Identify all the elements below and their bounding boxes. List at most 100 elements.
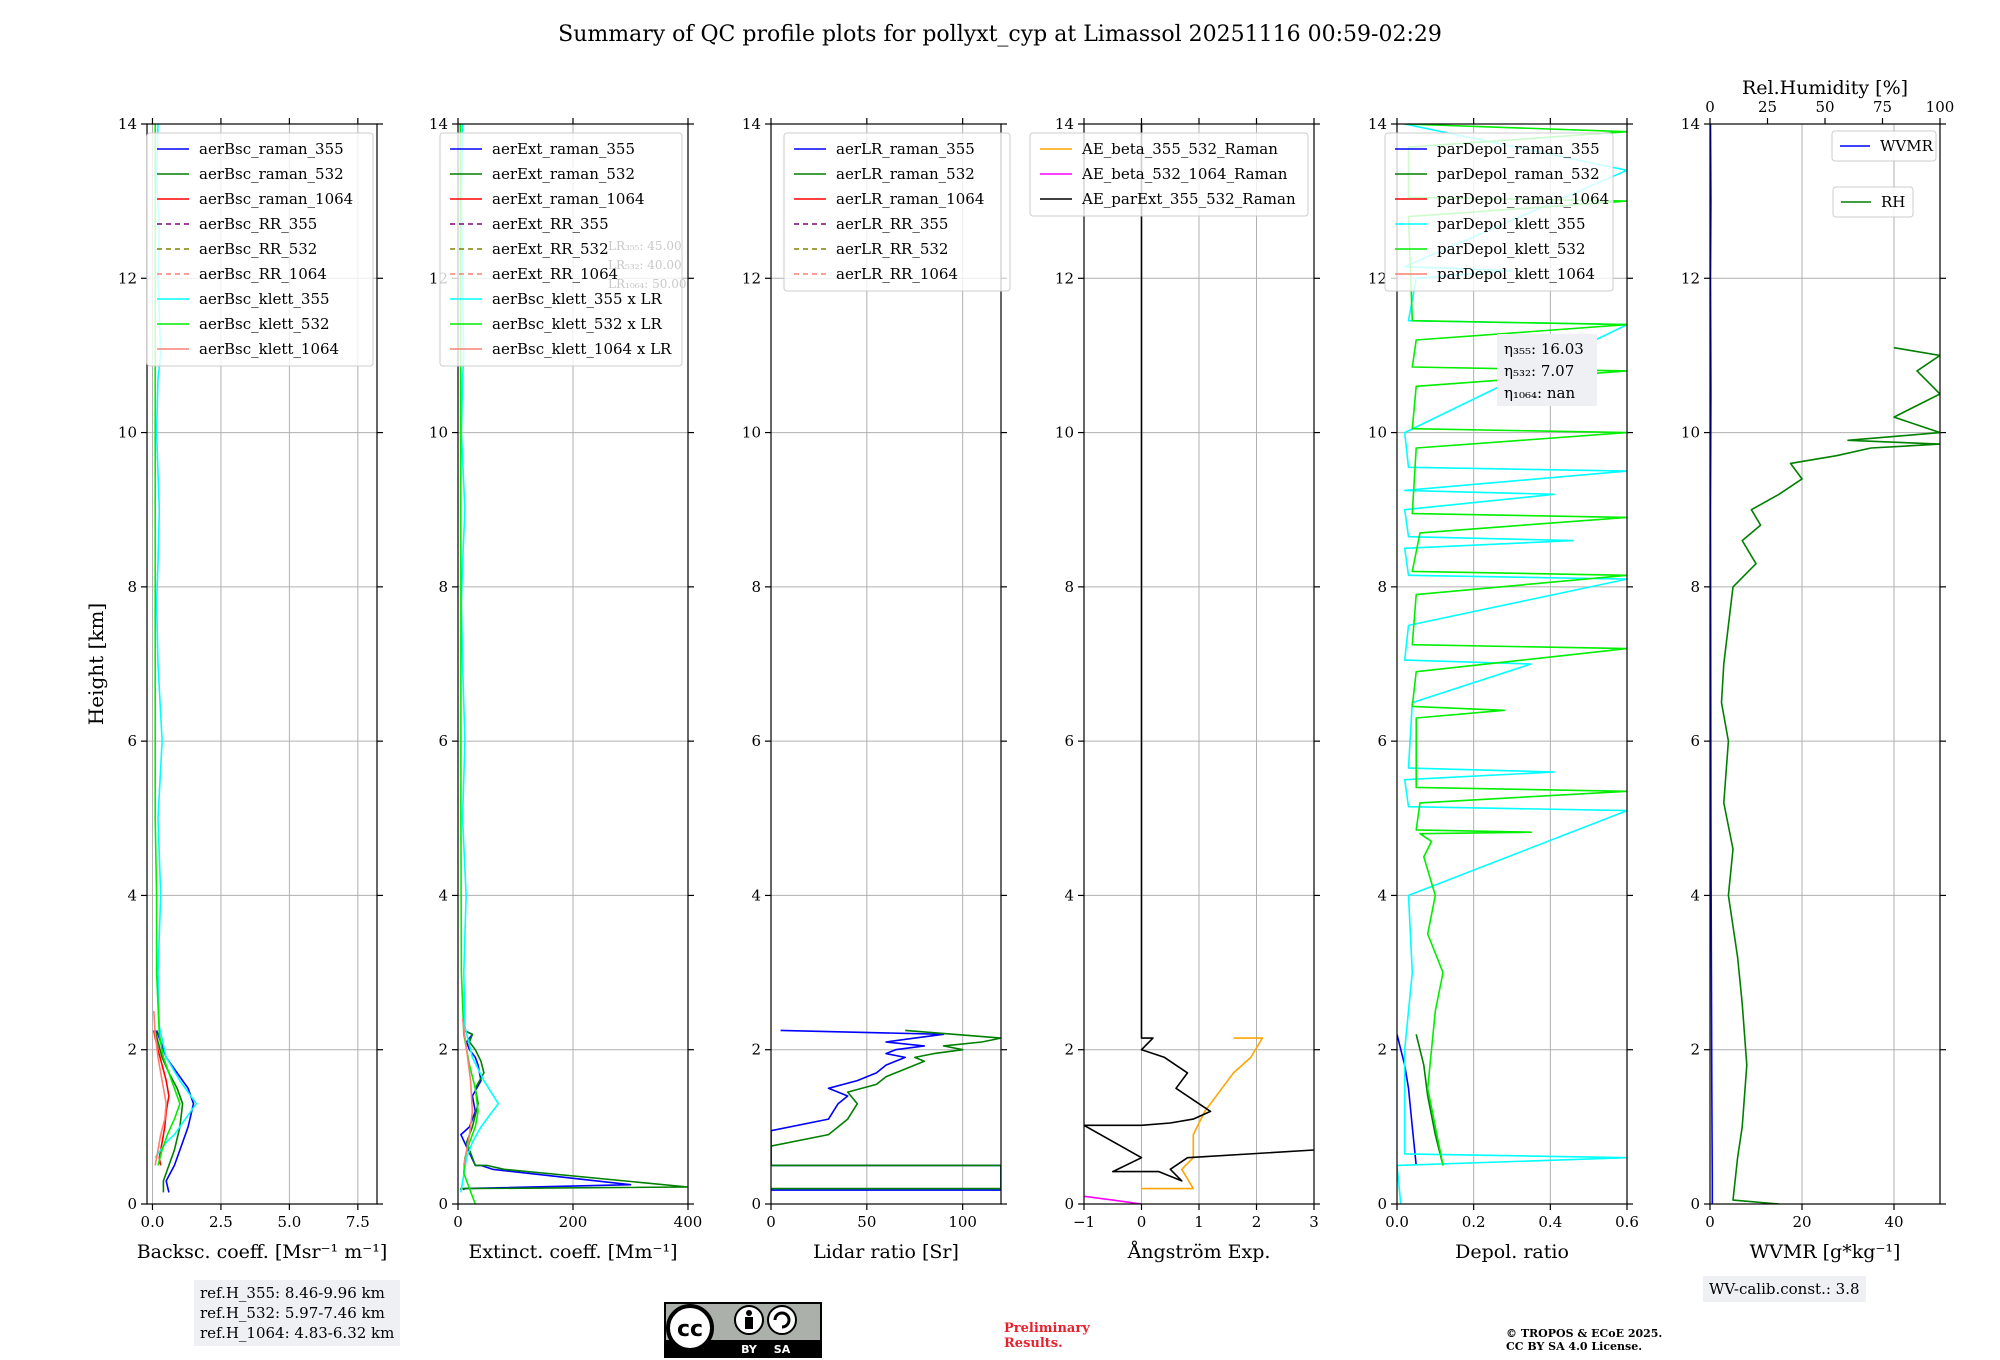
series-line-rh xyxy=(1720,346,1940,1204)
y-tick-label: 4 xyxy=(1064,886,1074,904)
series-line-ae-beta-532-1064-raman xyxy=(1084,1195,1142,1204)
x-axis-label: WVMR [g*kg⁻¹] xyxy=(1750,1241,1901,1263)
y-tick-label: 10 xyxy=(742,424,761,442)
series-line-aerbsc-klett-355-x-lr xyxy=(460,124,500,1193)
legend: aerLR_raman_355 aerLR_raman_532 aerLR_rama… xyxy=(783,132,1011,292)
series-line-aerbsc-raman-1064 xyxy=(153,1030,170,1166)
legend-label: aerLR_raman_1064 xyxy=(836,190,984,208)
top-x-tick-label: 25 xyxy=(1758,98,1777,116)
x-tick-label: 0 xyxy=(453,1213,463,1231)
top-x-tick-label: 50 xyxy=(1815,98,1834,116)
y-tick-label: 0 xyxy=(127,1195,137,1213)
legend-label: aerBsc_klett_532 xyxy=(199,315,330,333)
y-tick-label: 4 xyxy=(1690,886,1700,904)
y-tick-label: 14 xyxy=(118,115,137,133)
legend-rh: RH xyxy=(1832,186,1914,218)
legend-label: aerBsc_raman_355 xyxy=(199,140,344,158)
series-line-pardepol-raman-532 xyxy=(1415,1034,1444,1166)
cc-license-badge: cc BY SA xyxy=(664,1302,822,1358)
series-group xyxy=(1397,124,1627,1204)
eta-note-box: η₃₅₅: 16.03 η₅₃₂: 7.07 η₁₀₆₄: nan xyxy=(1497,334,1597,406)
legend-label: aerLR_RR_532 xyxy=(836,240,948,258)
y-tick-label: 6 xyxy=(127,732,137,750)
y-tick-label: 6 xyxy=(438,732,448,750)
preliminary-line-1: Preliminary xyxy=(1004,1321,1090,1336)
x-tick-label: 20 xyxy=(1792,1213,1811,1231)
legend-label: parDepol_raman_355 xyxy=(1437,140,1600,158)
y-tick-label: 8 xyxy=(438,578,448,596)
x-axis-label: Ångström Exp. xyxy=(1127,1241,1271,1263)
series-line-aerbsc-raman-532 xyxy=(154,1030,184,1193)
lidar-ratio-note: LR₃₅₅: 45.00 xyxy=(608,239,682,253)
x-tick-label: 0 xyxy=(1137,1213,1147,1231)
y-tick-label: 2 xyxy=(1377,1041,1387,1059)
x-tick-label: 0.6 xyxy=(1615,1213,1639,1231)
preliminary-note: Preliminary Results. xyxy=(1004,1321,1090,1351)
legend-label: RH xyxy=(1881,193,1905,211)
legend-label: AE_parExt_355_532_Raman xyxy=(1081,190,1296,208)
legend-label: AE_beta_532_1064_Raman xyxy=(1081,165,1288,183)
y-tick-label: 8 xyxy=(127,578,137,596)
y-tick-label: 0 xyxy=(1690,1195,1700,1213)
y-tick-label: 6 xyxy=(1064,732,1074,750)
x-tick-label: 40 xyxy=(1884,1213,1903,1231)
x-tick-label: 0 xyxy=(766,1213,776,1231)
y-tick-label: 6 xyxy=(1690,732,1700,750)
panel-lr: 0 2 4 6 8 10 12 14 0 50 100 Lidar ratio [Sr] aerLR_r… xyxy=(742,115,1011,1263)
axes-frame xyxy=(1396,123,1628,1205)
ref-height-355: ref.H_355: 8.46-9.96 km xyxy=(200,1284,385,1302)
figure-title: Summary of QC profile plots for pollyxt_… xyxy=(558,22,1442,47)
legend-label: aerLR_raman_532 xyxy=(836,165,975,183)
legend-label: aerBsc_klett_355 xyxy=(199,290,330,308)
x-tick-label: 50 xyxy=(857,1213,876,1231)
x-tick-label: 0.0 xyxy=(141,1213,165,1231)
legend-box xyxy=(783,132,1011,292)
x-tick-label: 5.0 xyxy=(277,1213,301,1231)
eta-note: η₃₅₅: 16.03 xyxy=(1504,340,1584,358)
legend: AE_beta_355_532_Raman AE_beta_532_1064_Ra… xyxy=(1029,132,1309,217)
y-tick-label: 2 xyxy=(1064,1041,1074,1059)
legend: aerBsc_raman_355 aerBsc_raman_532 aerBsc_r… xyxy=(146,132,374,367)
y-tick-label: 14 xyxy=(742,115,761,133)
y-tick-label: 12 xyxy=(1681,269,1700,287)
x-tick-label: 1 xyxy=(1194,1213,1204,1231)
legend-label: aerBsc_RR_1064 xyxy=(199,265,327,283)
series-group xyxy=(771,1029,1001,1191)
legend-label: WVMR xyxy=(1880,137,1934,155)
legend-box xyxy=(1029,132,1309,217)
y-tick-label: 12 xyxy=(1368,269,1387,287)
series-line-wvmr xyxy=(1710,124,1714,1204)
lidar-ratio-note: LR₁₀₆₄: 50.00 xyxy=(608,277,686,291)
x-tick-label: 0 xyxy=(1705,1213,1715,1231)
cc-sa-label: SA xyxy=(774,1343,791,1356)
series-group xyxy=(459,124,688,1204)
x-axis-label: Extinct. coeff. [Mm⁻¹] xyxy=(468,1241,677,1263)
reference-height-box: ref.H_355: 8.46-9.96 km ref.H_532: 5.97-… xyxy=(194,1280,401,1346)
top-x-tick-label: 100 xyxy=(1926,98,1955,116)
axes-frame xyxy=(770,123,1002,1205)
legend-box xyxy=(439,132,683,367)
y-tick-label: 0 xyxy=(1064,1195,1074,1213)
series-line-aerbsc-klett-532-x-lr xyxy=(459,124,479,1204)
copyright-line-1: © TROPOS & ECoE 2025. xyxy=(1506,1327,1663,1340)
series-line-aerlr-raman-355 xyxy=(771,1029,1001,1191)
x-axis-label: Backsc. coeff. [Msr⁻¹ m⁻¹] xyxy=(137,1241,388,1263)
legend-label: aerExt_RR_532 xyxy=(492,240,609,258)
y-axis-label: Height [km] xyxy=(84,603,108,725)
legend-label: parDepol_raman_532 xyxy=(1437,165,1600,183)
y-tick-label: 2 xyxy=(1690,1041,1700,1059)
legend-label: parDepol_klett_1064 xyxy=(1437,265,1595,283)
y-tick-label: 4 xyxy=(438,886,448,904)
panel-depol: 0 2 4 6 8 10 12 14 0.0 0.2 0.4 0.6 Depol. ratio parDe… xyxy=(1368,115,1639,1263)
y-tick-label: 10 xyxy=(1368,424,1387,442)
legend-label: aerBsc_raman_532 xyxy=(199,165,344,183)
legend-label: aerExt_RR_1064 xyxy=(492,265,618,283)
series-line-ae-parext-355-532-raman xyxy=(1084,124,1314,1182)
legend-label: aerBsc_RR_355 xyxy=(199,215,317,233)
y-tick-label: 14 xyxy=(1681,115,1700,133)
x-tick-label: 0.0 xyxy=(1385,1213,1409,1231)
legend-label: parDepol_raman_1064 xyxy=(1437,190,1609,208)
legend-label: AE_beta_355_532_Raman xyxy=(1081,140,1278,158)
series-line-aerext-raman-355 xyxy=(460,1029,632,1191)
